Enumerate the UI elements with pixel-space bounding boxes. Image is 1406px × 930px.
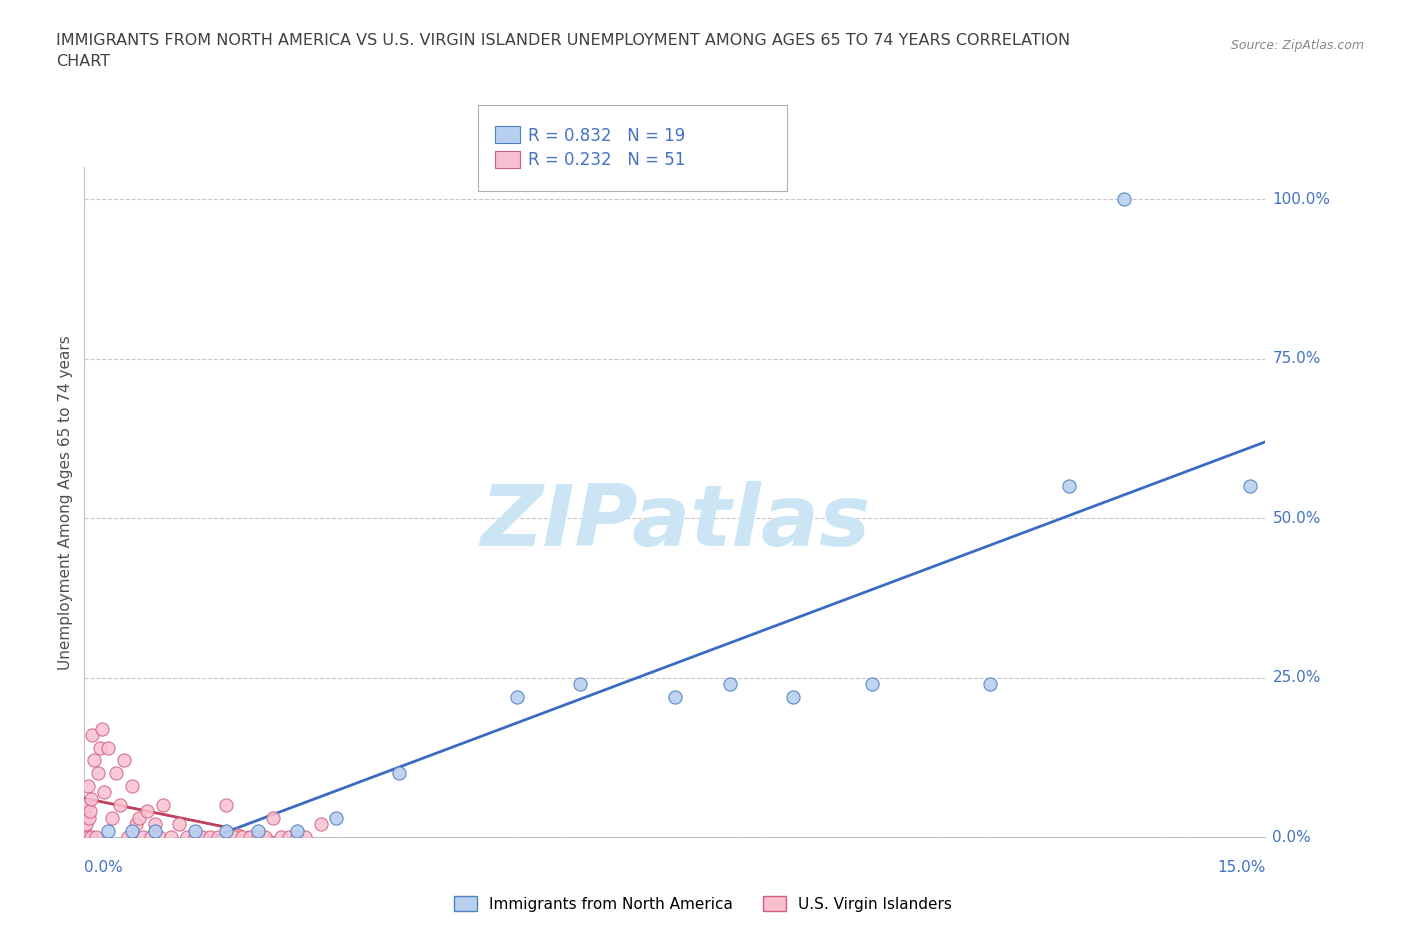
Point	[325, 810, 347, 825]
Point	[76, 798, 98, 813]
Text: IMMIGRANTS FROM NORTH AMERICA VS U.S. VIRGIN ISLANDER UNEMPLOYMENT AMONG AGES 65: IMMIGRANTS FROM NORTH AMERICA VS U.S. VI…	[56, 33, 1070, 47]
Point	[97, 740, 120, 755]
Text: Source: ZipAtlas.com: Source: ZipAtlas.com	[1230, 39, 1364, 52]
Point	[141, 830, 163, 844]
Point	[222, 830, 245, 844]
Point	[207, 830, 229, 844]
Text: 0.0%: 0.0%	[1272, 830, 1312, 844]
Text: CHART: CHART	[56, 54, 110, 69]
Point	[143, 817, 166, 831]
Point	[262, 810, 284, 825]
Point	[104, 765, 127, 780]
Point	[124, 817, 146, 831]
Point	[152, 798, 174, 813]
Y-axis label: Unemployment Among Ages 65 to 74 years: Unemployment Among Ages 65 to 74 years	[58, 335, 73, 670]
Point	[128, 810, 150, 825]
Point	[84, 830, 107, 844]
Point	[246, 823, 269, 838]
Text: 0.0%: 0.0%	[84, 860, 124, 875]
Point	[77, 810, 100, 825]
Point	[215, 823, 238, 838]
Point	[112, 753, 135, 768]
Text: 75.0%: 75.0%	[1272, 352, 1320, 366]
Point	[148, 830, 170, 844]
Legend: R = 0.832   N = 19, R = 0.232   N = 51: R = 0.832 N = 19, R = 0.232 N = 51	[486, 118, 693, 178]
Point	[101, 810, 124, 825]
Point	[176, 830, 198, 844]
Point	[83, 753, 105, 768]
Point	[191, 830, 214, 844]
Point	[160, 830, 183, 844]
Point	[143, 823, 166, 838]
Point	[77, 778, 100, 793]
Point	[75, 817, 97, 831]
Point	[278, 830, 301, 844]
Point	[87, 765, 110, 780]
Text: 50.0%: 50.0%	[1272, 511, 1320, 525]
Point	[239, 830, 262, 844]
Point	[506, 689, 529, 704]
Point	[254, 830, 277, 844]
Point	[89, 740, 111, 755]
Point	[90, 721, 112, 736]
Point	[183, 830, 205, 844]
Point	[80, 791, 103, 806]
Text: 15.0%: 15.0%	[1218, 860, 1265, 875]
Point	[79, 830, 101, 844]
Point	[183, 823, 205, 838]
Point	[73, 823, 96, 838]
Point	[121, 823, 143, 838]
Legend: Immigrants from North America, U.S. Virgin Islanders: Immigrants from North America, U.S. Virg…	[447, 889, 959, 918]
Point	[388, 765, 411, 780]
Text: 100.0%: 100.0%	[1272, 192, 1330, 206]
Point	[979, 676, 1001, 691]
Point	[121, 778, 143, 793]
Point	[93, 785, 115, 800]
Point	[82, 727, 104, 742]
Point	[73, 830, 96, 844]
Point	[285, 823, 308, 838]
Point	[294, 830, 316, 844]
Text: ZIPatlas: ZIPatlas	[479, 481, 870, 564]
Point	[285, 830, 308, 844]
Point	[108, 798, 131, 813]
Point	[309, 817, 332, 831]
Point	[132, 830, 155, 844]
Text: 25.0%: 25.0%	[1272, 671, 1320, 685]
Point	[718, 676, 741, 691]
Point	[79, 804, 101, 819]
Point	[1112, 192, 1135, 206]
Point	[136, 804, 159, 819]
Point	[569, 676, 592, 691]
Point	[167, 817, 190, 831]
Point	[246, 830, 269, 844]
Point	[231, 830, 253, 844]
Point	[215, 798, 238, 813]
Point	[200, 830, 222, 844]
Point	[97, 823, 120, 838]
Point	[664, 689, 686, 704]
Point	[860, 676, 883, 691]
Point	[117, 830, 139, 844]
Point	[1239, 479, 1261, 494]
Point	[1057, 479, 1080, 494]
Point	[76, 830, 98, 844]
Point	[270, 830, 292, 844]
Point	[782, 689, 804, 704]
